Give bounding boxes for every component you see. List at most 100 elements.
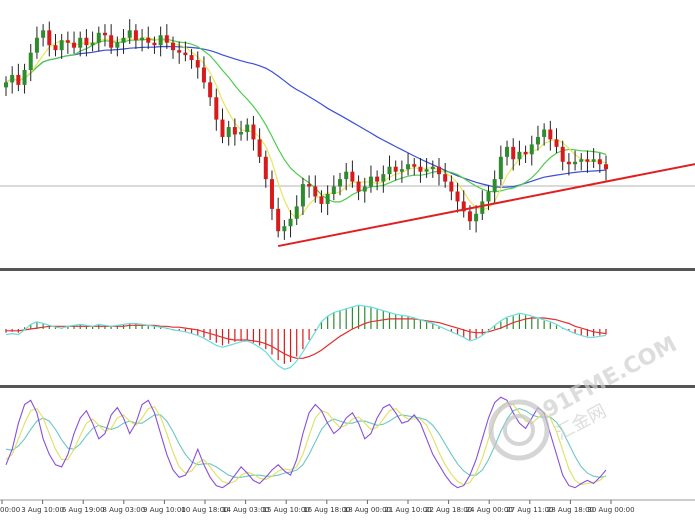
stochastic-main-line xyxy=(5,396,607,489)
candle-body xyxy=(319,196,324,204)
candle-body xyxy=(152,42,157,46)
panel-separators xyxy=(0,268,695,501)
time-axis-label: 9 Aug 10:00 xyxy=(143,506,186,514)
candle-body xyxy=(102,32,107,36)
price-panel xyxy=(0,19,695,248)
candle-body xyxy=(325,194,330,204)
candle-body xyxy=(294,206,299,219)
candle-body xyxy=(34,37,39,53)
time-axis: 00:00 3 Aug 10:006 Aug 19:008 Aug 03:009 … xyxy=(0,500,635,514)
candle-body xyxy=(424,169,429,172)
candle-body xyxy=(548,129,553,140)
candle-body xyxy=(412,164,417,167)
candle-body xyxy=(245,124,250,132)
candle-body xyxy=(127,30,132,38)
candle-body xyxy=(585,159,590,162)
separator-macd-stochastic xyxy=(0,385,695,388)
candle-body xyxy=(226,127,231,137)
candle-body xyxy=(313,186,318,197)
candle-body xyxy=(115,42,120,48)
candle-body xyxy=(239,132,244,135)
candle-body xyxy=(47,30,52,46)
candle-body xyxy=(109,35,114,48)
candle-body xyxy=(133,30,138,41)
candle-body xyxy=(566,161,571,165)
time-axis-label: 24 Aug 00:00 xyxy=(466,506,513,514)
time-axis-label: 21 Aug 10:00 xyxy=(384,506,431,514)
time-axis-label: 16 Aug 18:00 xyxy=(303,506,350,514)
candle-body xyxy=(418,166,423,172)
candle-body xyxy=(387,166,392,175)
candle-body xyxy=(529,144,534,155)
candle-body xyxy=(461,201,466,212)
candle-body xyxy=(59,40,64,51)
candle-body xyxy=(65,40,70,43)
candle-body xyxy=(78,37,83,48)
candle-body xyxy=(486,191,491,202)
candle-body xyxy=(263,156,268,180)
candle-body xyxy=(4,82,8,88)
time-axis-label: 30 Aug 00:00 xyxy=(587,506,634,514)
candle-body xyxy=(579,159,584,162)
candle-body xyxy=(406,164,411,170)
time-axis-label: 22 Aug 18:00 xyxy=(425,506,472,514)
moving-average-ma-slow xyxy=(5,45,607,188)
candle-body xyxy=(232,127,237,135)
candle-body xyxy=(399,169,404,172)
moving-average-ma-mid xyxy=(5,38,607,203)
candle-body xyxy=(121,37,126,43)
time-axis-label: 8 Aug 03:00 xyxy=(102,506,145,514)
candle-body xyxy=(201,67,206,83)
candle-body xyxy=(381,174,386,182)
candle-body xyxy=(338,179,343,187)
separator-price-macd xyxy=(0,268,695,271)
candle-body xyxy=(492,179,497,192)
candle-body xyxy=(288,218,293,227)
candle-body xyxy=(214,97,219,120)
candle-body xyxy=(573,161,578,165)
candle-body xyxy=(22,70,27,85)
candle-body xyxy=(542,129,547,137)
candle-body xyxy=(72,42,77,48)
candle-body xyxy=(474,213,479,222)
candle-body xyxy=(53,45,58,51)
candle-body xyxy=(177,50,182,53)
candle-body xyxy=(257,139,262,157)
watermark-logo-core xyxy=(503,414,535,446)
candle-body xyxy=(375,176,380,182)
time-axis-label: 18 Aug 00:00 xyxy=(344,506,391,514)
time-axis-label: 00:00 xyxy=(0,506,20,514)
time-axis-label: 27 Aug 11:00 xyxy=(506,506,553,514)
candle-body xyxy=(560,146,565,162)
candle-body xyxy=(535,136,540,145)
candle-body xyxy=(307,184,312,187)
candle-body xyxy=(455,191,460,202)
candle-body xyxy=(368,176,373,187)
candle-body xyxy=(362,186,367,192)
candle-body xyxy=(554,139,559,147)
candle-body xyxy=(505,146,510,157)
candle-body xyxy=(84,37,89,46)
candle-body xyxy=(183,52,188,56)
candle-body xyxy=(331,186,336,194)
candle-body xyxy=(171,42,176,51)
time-axis-label: 14 Aug 03:00 xyxy=(222,506,269,514)
candle-body xyxy=(90,42,95,46)
time-axis-label: 10 Aug 18:00 xyxy=(181,506,228,514)
candle-body xyxy=(164,35,169,43)
candle-body xyxy=(350,171,355,182)
candle-body xyxy=(10,74,15,83)
candle-body xyxy=(467,211,472,222)
candle-body xyxy=(41,30,46,38)
macd-signal-line xyxy=(6,317,607,359)
candle-body xyxy=(195,60,200,68)
candle-body xyxy=(436,166,441,175)
time-axis-label: 3 Aug 10:00 xyxy=(21,506,64,514)
macd-panel xyxy=(5,304,607,370)
candle-body xyxy=(344,171,349,180)
candle-body xyxy=(449,181,454,192)
time-axis-label: 28 Aug 18:00 xyxy=(547,506,594,514)
moving-average-ma-fast xyxy=(5,37,607,220)
